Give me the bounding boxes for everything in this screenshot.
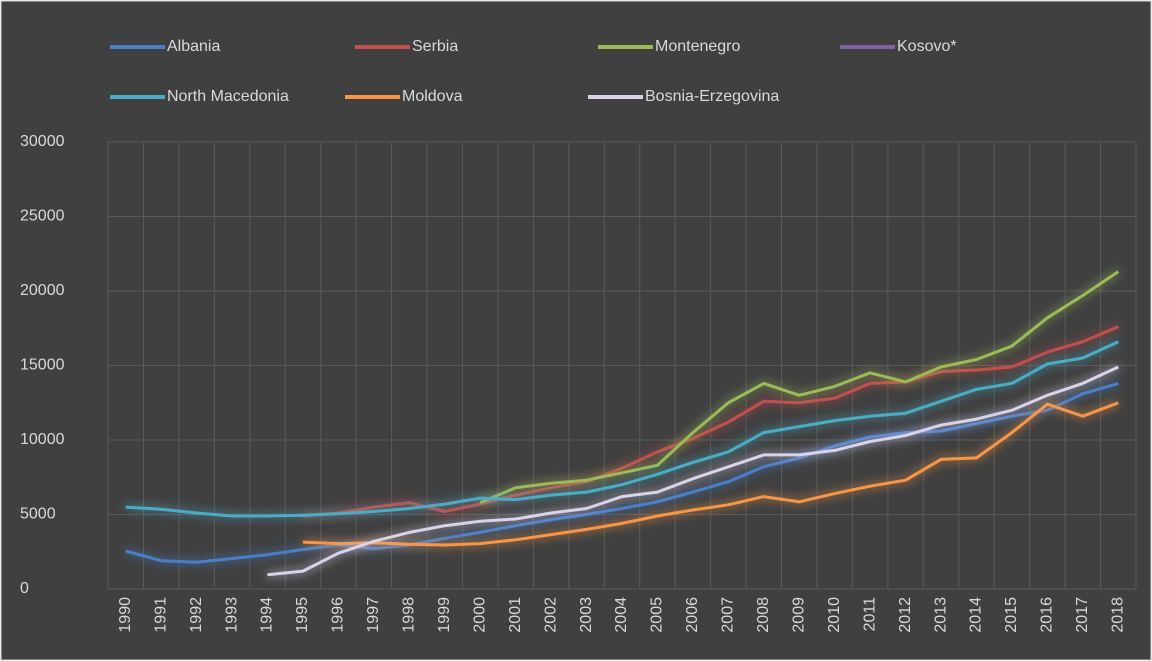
legend-label: Kosovo* bbox=[897, 38, 957, 55]
legend-label: Serbia bbox=[412, 38, 458, 55]
x-tick-label: 2002 bbox=[542, 597, 559, 633]
y-tick-label: 25000 bbox=[20, 208, 65, 225]
x-tick-label: 1995 bbox=[294, 597, 311, 633]
series-line bbox=[125, 381, 1119, 564]
x-tick-label: 2007 bbox=[720, 597, 737, 633]
x-tick-label: 1998 bbox=[401, 597, 418, 633]
x-tick-label: 2000 bbox=[471, 597, 488, 633]
x-tick-label: 2018 bbox=[1109, 597, 1126, 633]
x-tick-label: 2016 bbox=[1039, 597, 1056, 633]
x-tick-label: 2014 bbox=[968, 597, 985, 633]
x-tick-label: 2003 bbox=[578, 597, 595, 633]
series-line bbox=[479, 270, 1120, 504]
y-tick-label: 15000 bbox=[20, 357, 65, 374]
legend-label: Moldova bbox=[402, 88, 463, 105]
x-tick-label: 2008 bbox=[755, 597, 772, 633]
x-tick-label: 1999 bbox=[436, 597, 453, 633]
x-tick-label: 2004 bbox=[613, 597, 630, 633]
x-tick-label: 1996 bbox=[330, 597, 347, 633]
x-tick-label: 2010 bbox=[826, 597, 843, 633]
x-tick-label: 2015 bbox=[1003, 597, 1020, 633]
x-tick-label: 2011 bbox=[861, 597, 878, 632]
y-tick-label: 20000 bbox=[20, 282, 65, 299]
x-tick-label: 2017 bbox=[1074, 597, 1091, 633]
y-tick-label: 5000 bbox=[20, 506, 56, 523]
legend-label: Montenegro bbox=[655, 38, 740, 55]
y-tick-label: 10000 bbox=[20, 431, 65, 448]
series-line bbox=[302, 401, 1119, 547]
x-tick-label: 2012 bbox=[897, 597, 914, 633]
series-line bbox=[125, 340, 1119, 518]
legend-label: Albania bbox=[167, 38, 220, 55]
x-tick-label: 2001 bbox=[507, 597, 524, 633]
legend-label: Bosnia-Erzegovina bbox=[645, 88, 779, 105]
series-line bbox=[302, 325, 1119, 518]
x-tick-label: 1997 bbox=[365, 597, 382, 633]
x-tick-label: 2006 bbox=[684, 597, 701, 633]
x-tick-label: 2009 bbox=[790, 597, 807, 633]
series-line bbox=[267, 365, 1119, 577]
x-tick-label: 2013 bbox=[932, 597, 949, 633]
x-tick-label: 1994 bbox=[259, 597, 276, 633]
x-tick-label: 1992 bbox=[188, 597, 205, 633]
x-tick-label: 1993 bbox=[223, 597, 240, 633]
x-tick-label: 1991 bbox=[152, 597, 169, 633]
y-tick-label: 0 bbox=[20, 580, 29, 597]
y-tick-label: 30000 bbox=[20, 133, 65, 150]
x-tick-label: 2005 bbox=[649, 597, 666, 633]
legend-label: North Macedonia bbox=[167, 88, 289, 105]
x-tick-label: 1990 bbox=[117, 597, 134, 633]
